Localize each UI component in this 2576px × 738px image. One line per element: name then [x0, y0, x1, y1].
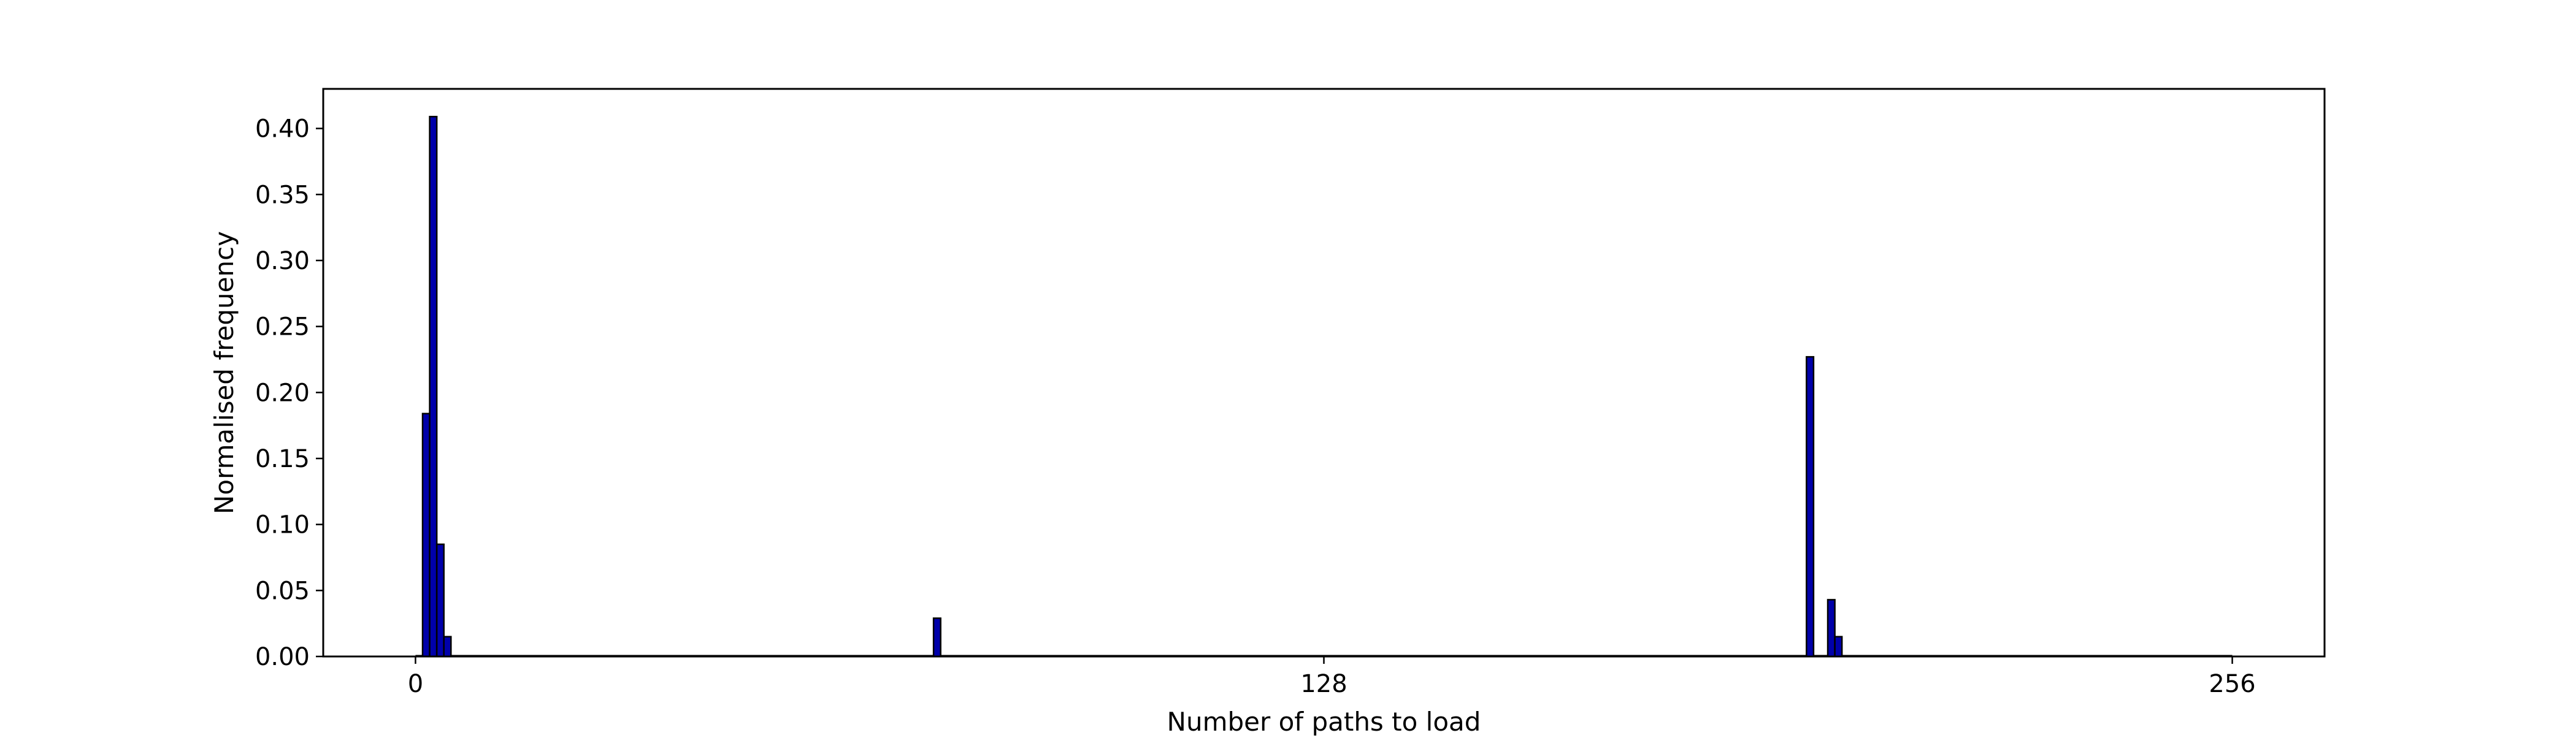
histogram-bar-199: [1827, 599, 1836, 658]
y-tick-label: 0.20: [255, 379, 310, 407]
x-tick-label: 256: [2209, 670, 2255, 698]
y-tick-label: 0.35: [255, 181, 310, 209]
x-axis-label: Number of paths to load: [1167, 707, 1481, 736]
histogram-bar-73: [932, 617, 941, 658]
histogram-bar-196: [1806, 356, 1815, 658]
histogram-bar-3: [435, 543, 445, 658]
x-tick-label: 128: [1300, 670, 1347, 698]
y-tick-label: 0.00: [255, 643, 310, 671]
y-tick-label: 0.15: [255, 445, 310, 473]
x-axis-ticks: 0 128 256: [408, 656, 2256, 698]
x-tick-label: 0: [408, 670, 423, 698]
y-tick-label: 0.25: [255, 313, 310, 341]
y-tick-label: 0.10: [255, 511, 310, 539]
y-axis-label: Normalised frequency: [209, 231, 239, 514]
y-tick-label: 0.30: [255, 247, 310, 275]
y-tick-label: 0.40: [255, 115, 310, 143]
plot-frame: [322, 88, 2326, 658]
histogram-bar-2: [429, 115, 438, 658]
histogram-bar-200: [1834, 636, 1843, 658]
histogram-bar-4: [443, 636, 452, 658]
y-axis-ticks: 0.00 0.05 0.10 0.15 0.20 0.25 0.30 0.35 0.40: [255, 115, 323, 671]
y-tick-label: 0.05: [255, 577, 310, 605]
histogram-bar-1: [421, 413, 431, 658]
